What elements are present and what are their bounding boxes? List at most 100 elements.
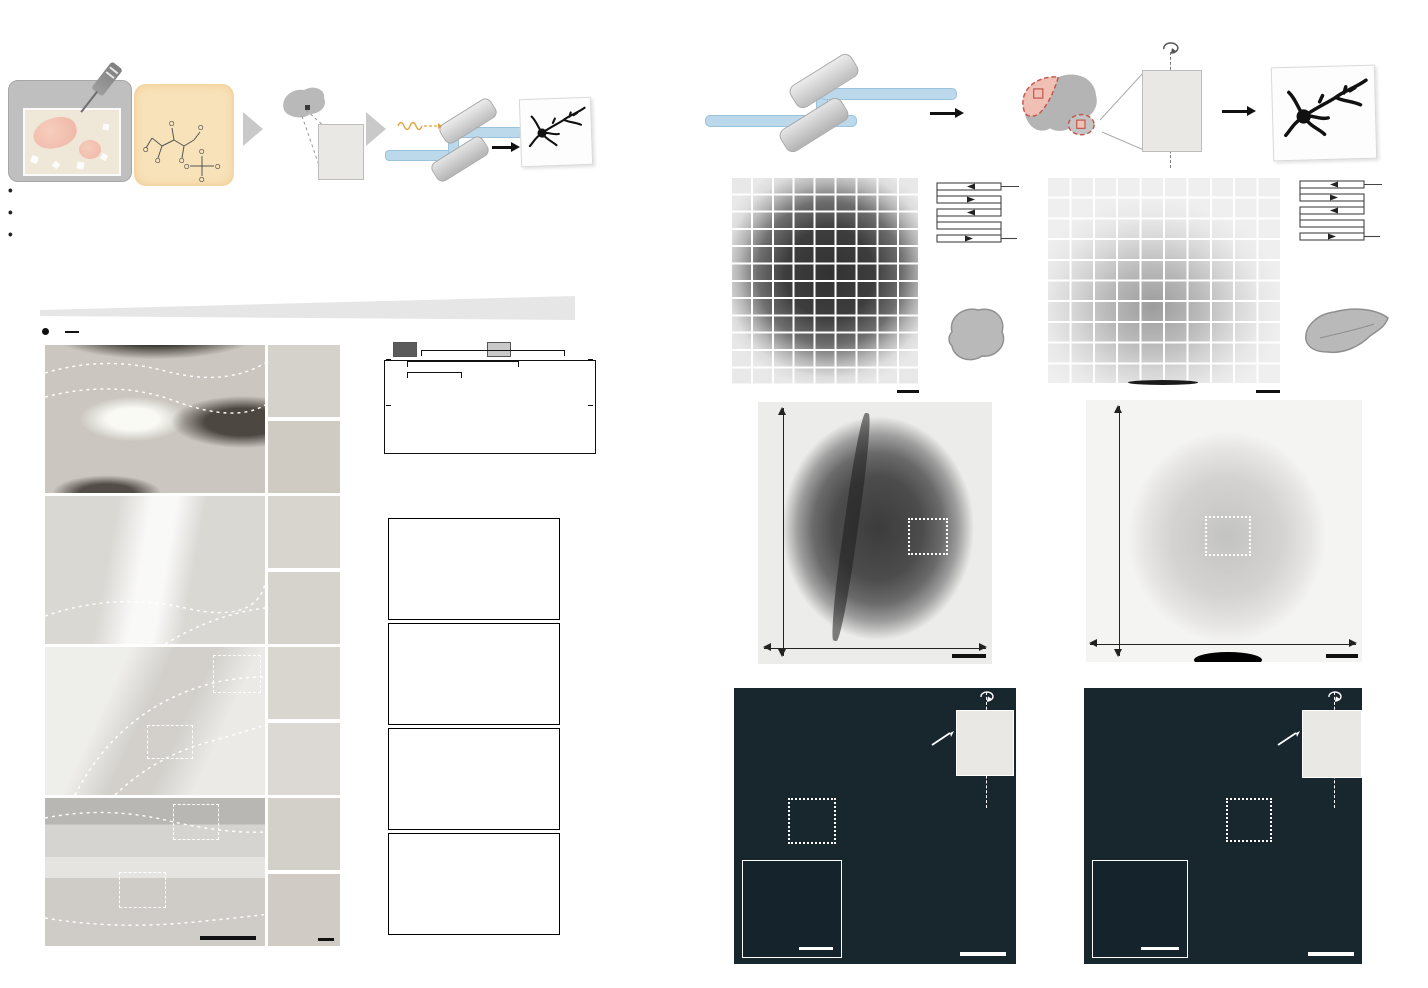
scale-bar [1308, 952, 1354, 956]
scale-bar [1141, 947, 1179, 950]
ice-cube-icon [51, 160, 61, 170]
grid-right-numbers [884, 178, 918, 385]
grid-left-numbers [735, 178, 763, 385]
inset-nft-ii [268, 421, 340, 493]
neuron-cluster-4c [200, 256, 268, 308]
chevron-right-icon [366, 112, 386, 146]
brain-regions-icon [1022, 74, 1097, 136]
frontal-ct-image [1086, 400, 1362, 662]
tissue-blob [79, 140, 101, 159]
roi-box [1205, 516, 1251, 556]
magnified-inset [742, 860, 842, 958]
axis-tick [588, 359, 593, 361]
depth-arrow-icon [931, 731, 954, 746]
scale-bar [1326, 654, 1358, 658]
roi-box [788, 798, 836, 844]
frontal-blob-icon [1305, 308, 1389, 354]
histology-37c-main [45, 798, 265, 946]
tissue-silhouette [1126, 420, 1336, 645]
svg-text:O: O [179, 158, 185, 165]
inset-4c-ii [268, 572, 340, 644]
rotation-arrow-icon [1163, 42, 1179, 54]
roi-box [908, 518, 948, 555]
layer-boundary-dashes [45, 362, 265, 414]
bullet-line: • [8, 227, 13, 242]
arrow-right-icon [492, 141, 520, 152]
svg-text:O: O [199, 149, 205, 156]
scan-order-snake-frontal [1299, 180, 1382, 241]
scale-bar [200, 936, 256, 940]
roi-box [173, 804, 219, 840]
roi-box [119, 872, 166, 908]
vertical-measure-arrow [1114, 405, 1123, 657]
tissue-silhouette [780, 414, 976, 652]
brain-icon [283, 87, 326, 118]
scale-bar [952, 654, 986, 658]
sholl-plot-4c [388, 623, 560, 725]
ice-cube-icon [102, 123, 110, 131]
ice-cube-icon [76, 161, 85, 170]
depth-arrow-icon [1277, 731, 1300, 746]
neuron-cluster-nft [38, 250, 138, 308]
grid-left-numbers [1051, 178, 1081, 385]
scale-bar [318, 938, 334, 941]
axis-tick [386, 359, 391, 361]
axis-tick [588, 405, 593, 407]
volume-cube-inset [956, 710, 1014, 776]
scale-bar [897, 390, 919, 393]
scale-bar [1256, 390, 1280, 393]
histology-26c-main [45, 647, 265, 795]
roi-box [1226, 798, 1272, 842]
inset-37c-i [268, 798, 340, 870]
axis-tick [386, 405, 391, 407]
svg-text:O: O [169, 121, 175, 128]
tissue-cube-icon [318, 124, 364, 180]
frontal-fluoro-image [1084, 688, 1362, 964]
grid-artifact [1128, 380, 1198, 385]
bullet-dot: • [8, 205, 13, 220]
scan-order-snake-cerebellum [936, 182, 1019, 243]
vertical-measure-arrow [778, 407, 787, 657]
significance-bracket [421, 350, 565, 356]
volume-cube-inset [1302, 710, 1362, 778]
rotation-arrow-icon [980, 691, 994, 702]
rotation-arrow-icon [1328, 691, 1342, 702]
horizontal-measure-arrow [763, 643, 987, 652]
roi-box [147, 725, 193, 759]
cerebellum-ct-image [758, 402, 992, 664]
svg-text:O: O [199, 177, 205, 182]
neuron-render-icon [528, 106, 586, 148]
frontal-projection-grid [1048, 178, 1282, 385]
tissue-blob [30, 113, 80, 153]
svg-text:O: O [155, 158, 161, 165]
arrow-right-icon [930, 107, 964, 118]
neuron-render-icon [1284, 78, 1368, 138]
visualization-panel-left [518, 96, 594, 168]
significance-bracket [407, 372, 462, 378]
up-arrow-icon [13, 183, 17, 198]
monochromator-crystal [436, 95, 500, 147]
sholl-plot-26c [388, 728, 560, 830]
xray-wave-icon [397, 121, 442, 131]
ice-cube-icon [99, 152, 109, 162]
xray-beam [820, 88, 957, 100]
layer-boundary-dashes [74, 676, 265, 795]
ice-cube-icon [30, 155, 39, 164]
significance-bracket [407, 361, 519, 367]
arrow-right-icon [1222, 105, 1256, 116]
soma-icon [42, 328, 49, 335]
scale-bar [960, 952, 1006, 956]
branch-icon [65, 330, 79, 333]
horizontal-measure-arrow [1089, 639, 1357, 648]
bar-chart-plot [384, 360, 596, 454]
bullet-line: • [8, 205, 17, 220]
panel-a-legend [42, 328, 84, 335]
histology-nft-main [45, 345, 265, 493]
magnification-lines [301, 109, 327, 175]
visualization-panel-right [1270, 64, 1378, 162]
sholl-plot-nft [388, 518, 560, 620]
bullet-dot: • [8, 227, 13, 242]
